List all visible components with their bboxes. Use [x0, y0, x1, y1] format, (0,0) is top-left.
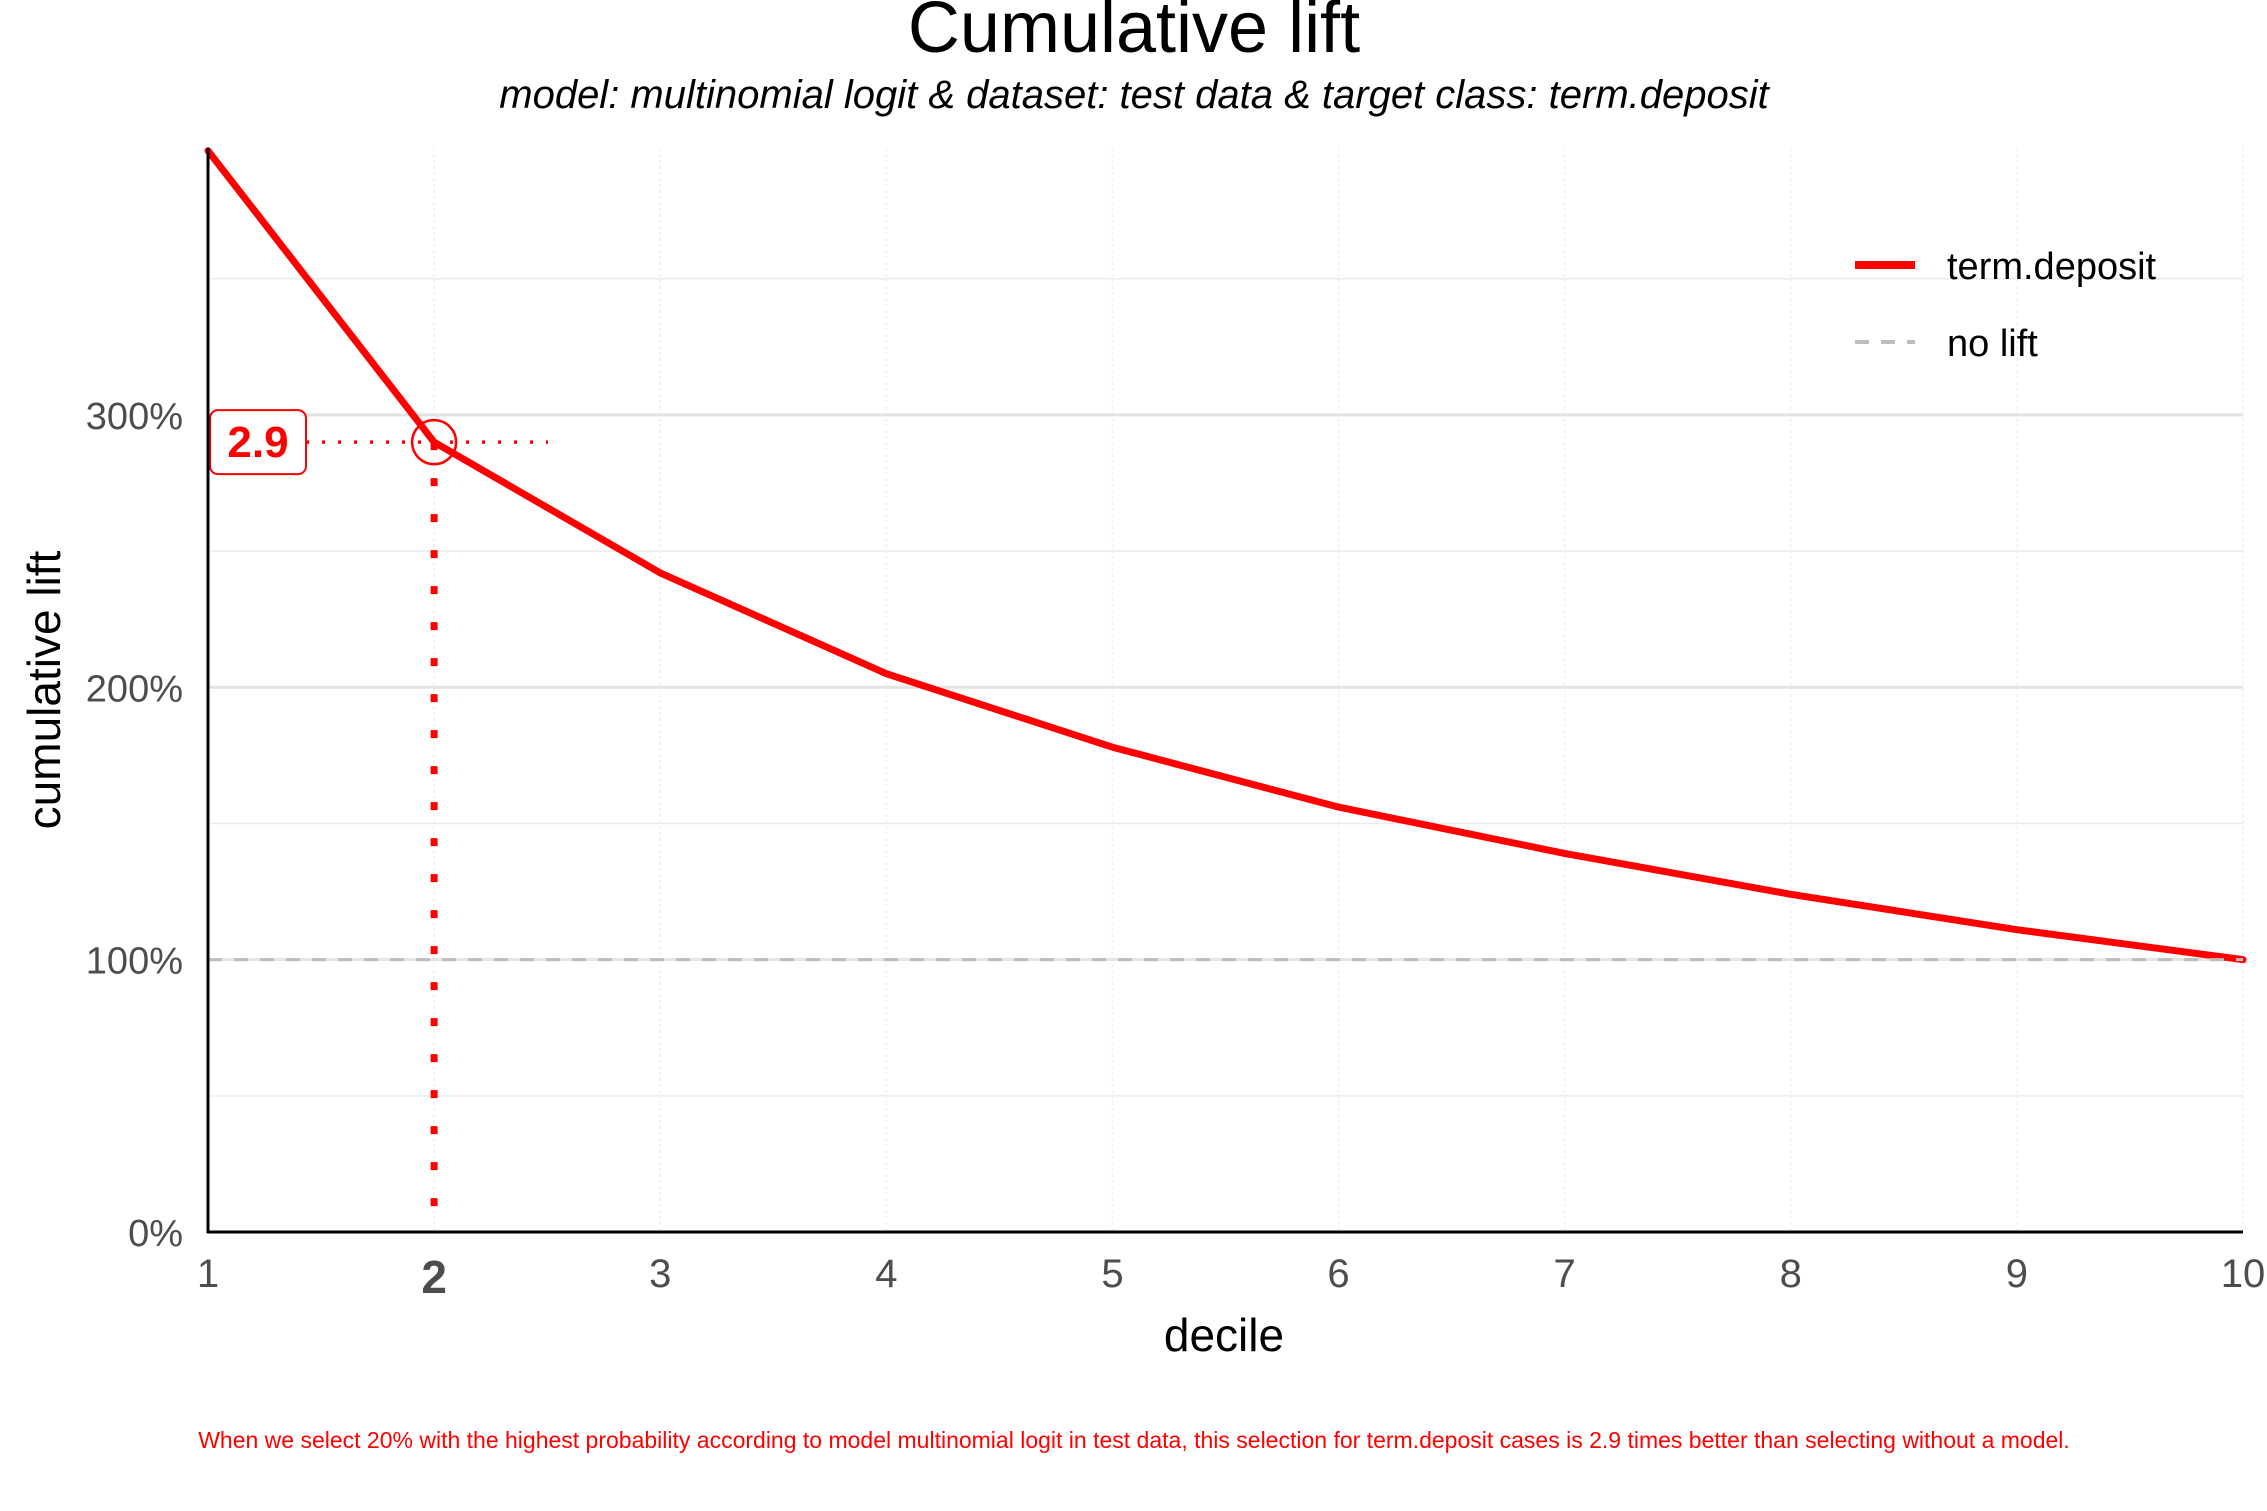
- x-tick-label: 5: [1101, 1252, 1123, 1296]
- y-tick-label: 100%: [86, 941, 183, 983]
- x-tick-labels: 1 2 3 4 5 6 7 8 9 10: [197, 1251, 2265, 1303]
- series-layer: [204, 147, 2247, 964]
- x-axis-title: decile: [1164, 1309, 1284, 1361]
- x-tick-label: 7: [1554, 1252, 1576, 1296]
- y-tick-label: 0%: [128, 1213, 183, 1255]
- x-tick-label: 2: [421, 1251, 447, 1303]
- highlight-annotation: 2.9: [209, 409, 548, 1232]
- legend-label-no-lift: no lift: [1947, 323, 2038, 365]
- axes: [206, 148, 2243, 1234]
- y-tick-label: 200%: [86, 668, 183, 710]
- chart-title: Cumulative lift: [908, 0, 1360, 68]
- x-tick-label: 6: [1327, 1252, 1349, 1296]
- y-tick-labels: 0% 100% 200% 300%: [86, 396, 183, 1255]
- x-tick-label: 10: [2221, 1252, 2266, 1296]
- highlight-label: 2.9: [227, 418, 288, 467]
- highlight-marker: [410, 418, 458, 466]
- legend: term.deposit no lift: [1855, 246, 2157, 365]
- chart-subtitle: model: multinomial logit & dataset: test…: [499, 73, 1770, 117]
- y-axis-title: cumulative lift: [18, 550, 70, 829]
- minor-gridlines: [207, 148, 2244, 1232]
- highlight-label-box: [209, 409, 307, 476]
- chart-caption: When we select 20% with the highest prob…: [198, 1427, 2070, 1453]
- y-tick-label: 300%: [86, 396, 183, 438]
- series-line-term-deposit: [204, 147, 2247, 964]
- x-tick-label: 9: [2006, 1252, 2028, 1296]
- x-tick-label: 4: [875, 1252, 897, 1296]
- x-tick-label: 1: [197, 1252, 219, 1296]
- legend-label-term-deposit: term.deposit: [1947, 246, 2157, 288]
- x-tick-label: 3: [649, 1252, 671, 1296]
- x-tick-label: 8: [1780, 1252, 1802, 1296]
